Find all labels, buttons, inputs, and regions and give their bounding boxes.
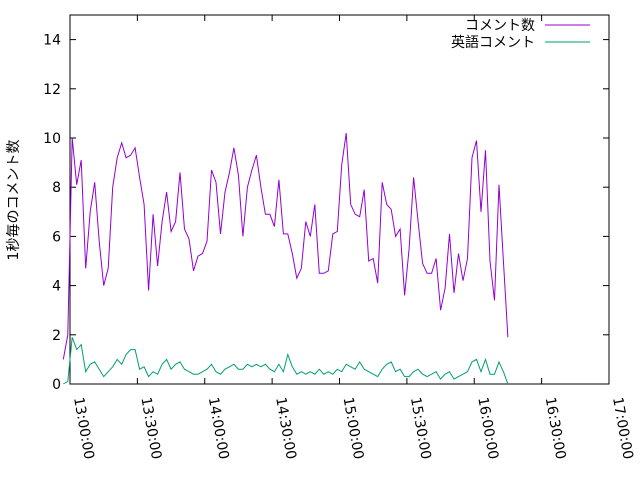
y-tick-label: 8	[52, 180, 61, 196]
series-line-1	[63, 337, 509, 385]
y-tick-label: 6	[52, 229, 61, 245]
y-tick-label: 12	[43, 82, 61, 98]
x-tick-label: 14:30:00	[272, 396, 299, 461]
y-tick-label: 0	[52, 377, 61, 393]
series-line-0	[62, 133, 509, 360]
y-axis: 0 2 4 6 8 10 12 14	[43, 33, 609, 393]
x-tick-label: 15:30:00	[407, 396, 434, 461]
x-tick-label: 13:00:00	[70, 396, 97, 461]
y-tick-label: 4	[52, 279, 61, 295]
legend-label: 英語コメント	[451, 34, 535, 51]
x-tick-label: 13:30:00	[137, 396, 164, 461]
x-tick-label: 17:00:00	[609, 396, 636, 461]
y-tick-label: 10	[43, 131, 61, 147]
x-tick-label: 16:30:00	[542, 396, 569, 461]
series-layer	[62, 133, 509, 385]
legend-label: コメント数	[465, 18, 535, 34]
x-tick-label: 14:00:00	[205, 396, 232, 461]
y-tick-label: 2	[52, 328, 61, 344]
x-tick-label: 16:00:00	[474, 396, 501, 461]
y-axis-label: 1秒毎のコメント数	[6, 140, 22, 261]
x-tick-label: 15:00:00	[340, 396, 367, 461]
y-tick-label: 14	[43, 33, 61, 49]
